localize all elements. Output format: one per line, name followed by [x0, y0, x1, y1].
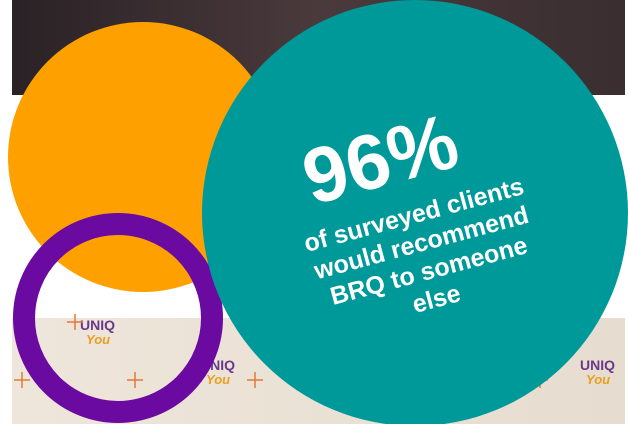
purple-ring [13, 213, 223, 423]
backdrop-cross [67, 314, 83, 330]
headline: 96% of surveyed clients would recommend … [293, 96, 531, 319]
backdrop-cross [14, 372, 30, 388]
backdrop-logo: UNIQ [580, 357, 615, 373]
backdrop-script: You [206, 372, 230, 387]
backdrop-logo: UNIQ [80, 317, 115, 333]
teal-circle [202, 0, 628, 424]
backdrop-cross [127, 372, 143, 388]
backdrop-script: You [586, 372, 610, 387]
backdrop-cross [247, 372, 263, 388]
backdrop-script: You [86, 332, 110, 347]
